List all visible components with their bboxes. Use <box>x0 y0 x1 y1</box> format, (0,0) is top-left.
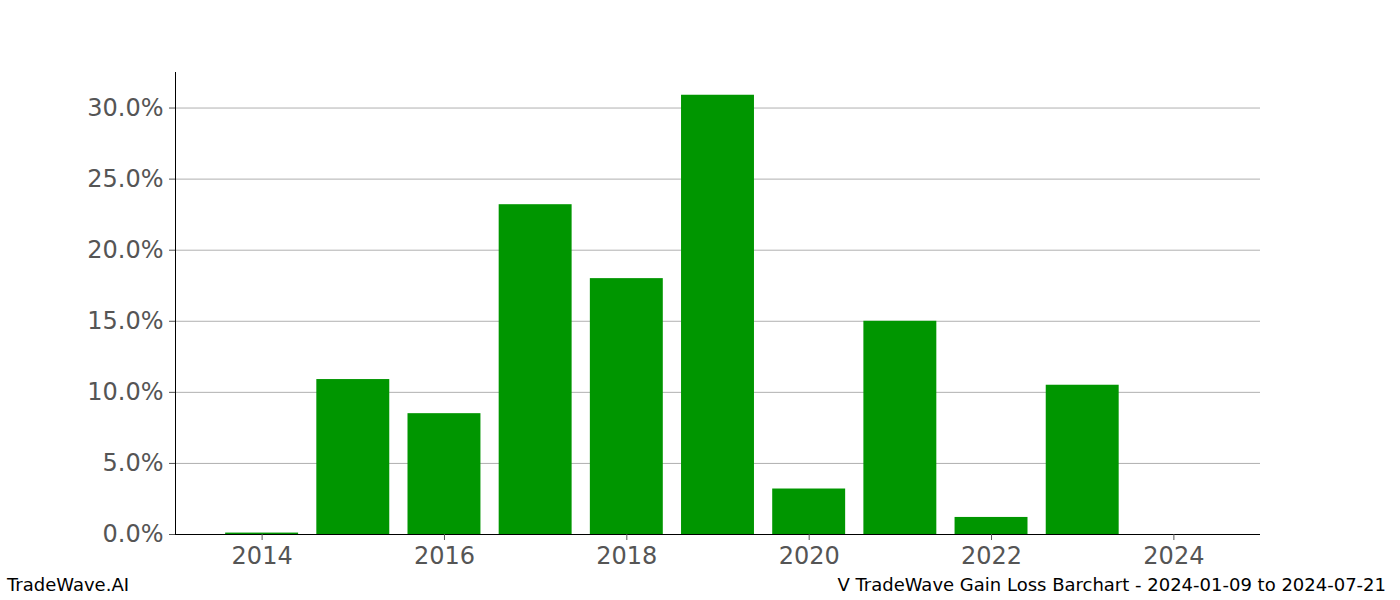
svg-text:20.0%: 20.0% <box>87 236 163 264</box>
html-text:V TradeWave Gain Loss Barchart: V TradeWave Gain Loss Barchart - 2024-01… <box>837 574 1386 595</box>
svg-text:5.0%: 5.0% <box>103 449 164 477</box>
svg-text:2014: 2014 <box>232 542 293 570</box>
svg-text:2024: 2024 <box>1143 542 1204 570</box>
html-text:TradeWave.AI: TradeWave.AI <box>7 574 129 595</box>
svg-text:15.0%: 15.0% <box>87 307 163 335</box>
svg-text:25.0%: 25.0% <box>87 165 163 193</box>
svg-text:2018: 2018 <box>596 542 657 570</box>
svg-text:30.0%: 30.0% <box>87 94 163 122</box>
svg-text:0.0%: 0.0% <box>103 520 164 548</box>
svg-text:2020: 2020 <box>779 542 840 570</box>
svg-text:10.0%: 10.0% <box>87 378 163 406</box>
svg-text:2022: 2022 <box>961 542 1022 570</box>
svg-text:2016: 2016 <box>414 542 475 570</box>
